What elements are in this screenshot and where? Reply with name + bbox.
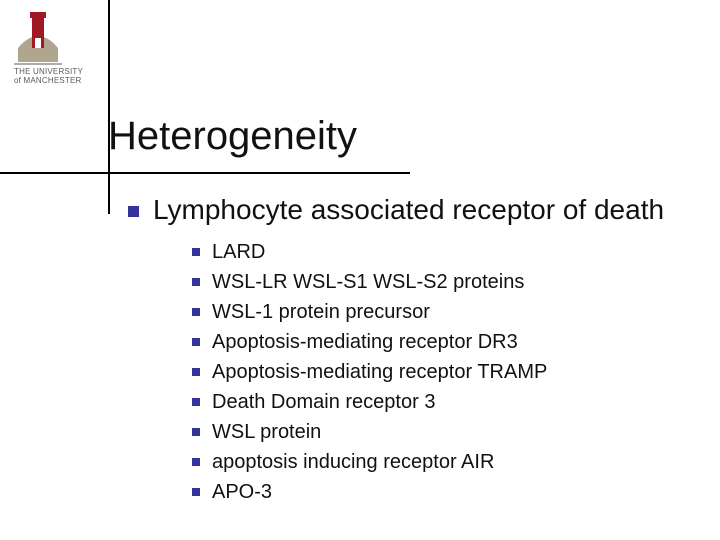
list-item-text: WSL-1 protein precursor — [212, 300, 430, 325]
list-item: Apoptosis-mediating receptor DR3 — [192, 330, 547, 355]
level1-text: Lymphocyte associated receptor of death — [153, 194, 664, 226]
square-bullet-icon — [192, 368, 200, 376]
square-bullet-icon — [192, 398, 200, 406]
list-item: WSL-LR WSL-S1 WSL-S2 proteins — [192, 270, 547, 295]
list-item: WSL-1 protein precursor — [192, 300, 547, 325]
list-item-text: Apoptosis-mediating receptor DR3 — [212, 330, 518, 355]
title-rule-vertical — [108, 0, 110, 214]
square-bullet-icon — [192, 248, 200, 256]
square-bullet-icon — [192, 278, 200, 286]
list-item-text: Death Domain receptor 3 — [212, 390, 435, 415]
logo-text-line2: of MANCHESTER — [14, 77, 88, 86]
list-item: apoptosis inducing receptor AIR — [192, 450, 547, 475]
square-bullet-icon — [192, 308, 200, 316]
list-item: APO-3 — [192, 480, 547, 505]
list-item: WSL protein — [192, 420, 547, 445]
list-item: Death Domain receptor 3 — [192, 390, 547, 415]
square-bullet-icon — [192, 338, 200, 346]
slide: THE UNIVERSITY of MANCHESTER Heterogenei… — [0, 0, 720, 540]
list-item-text: WSL protein — [212, 420, 321, 445]
title-rule-horizontal — [0, 172, 410, 174]
list-item-text: WSL-LR WSL-S1 WSL-S2 proteins — [212, 270, 524, 295]
list-item-text: Apoptosis-mediating receptor TRAMP — [212, 360, 547, 385]
list-item-text: LARD — [212, 240, 265, 265]
list-item: Apoptosis-mediating receptor TRAMP — [192, 360, 547, 385]
list-level2: LARD WSL-LR WSL-S1 WSL-S2 proteins WSL-1… — [192, 240, 547, 505]
square-bullet-icon — [192, 488, 200, 496]
logo-crest-icon — [14, 8, 62, 66]
list-item-text: APO-3 — [212, 480, 272, 505]
square-bullet-icon — [192, 458, 200, 466]
list-item-text: apoptosis inducing receptor AIR — [212, 450, 494, 475]
university-logo: THE UNIVERSITY of MANCHESTER — [14, 8, 88, 86]
list-item: LARD — [192, 240, 547, 265]
list-level1: Lymphocyte associated receptor of death — [128, 194, 664, 226]
square-bullet-icon — [128, 206, 139, 217]
logo-text: THE UNIVERSITY of MANCHESTER — [14, 68, 88, 86]
square-bullet-icon — [192, 428, 200, 436]
page-title: Heterogeneity — [108, 114, 357, 159]
